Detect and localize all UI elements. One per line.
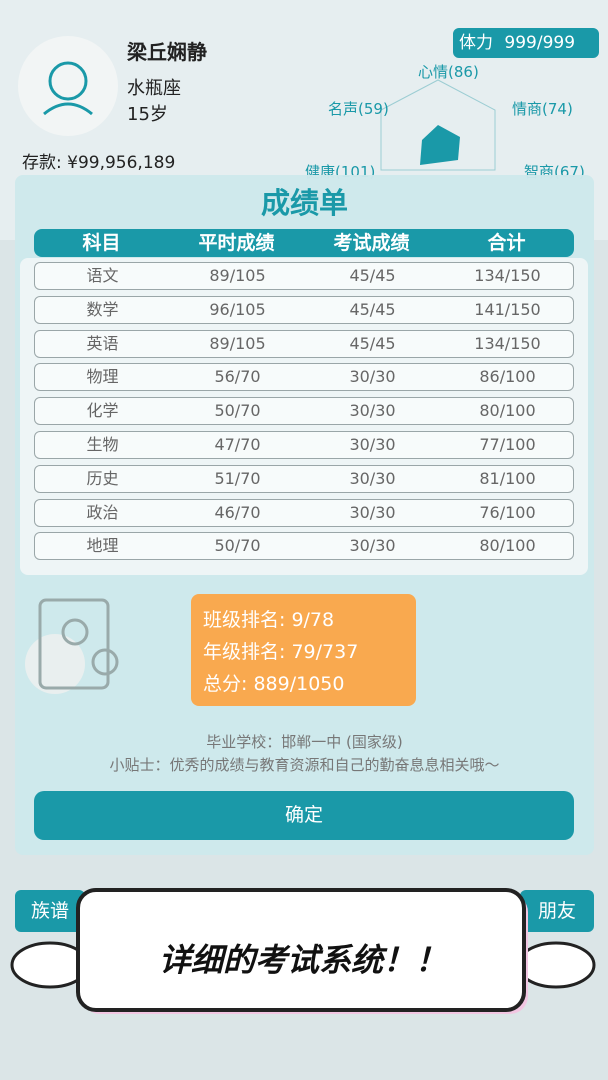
score-cell: 51/70	[214, 468, 261, 488]
header-cell: 平时成绩	[198, 232, 275, 254]
rank-line: 年级排名: 79/737	[203, 641, 359, 663]
score-cell: 50/70	[214, 401, 261, 421]
score-cell: 45/45	[349, 266, 396, 285]
name: 梁丘娴静	[127, 40, 207, 64]
score-cell: 76/100	[479, 502, 536, 522]
score-cell: 50/70	[214, 536, 261, 556]
confirm-button[interactable]: 确定	[34, 791, 574, 840]
score-cell: 89/105	[209, 333, 266, 353]
zodiac: 水瓶座	[127, 78, 181, 99]
score-cell: 134/150	[474, 266, 541, 285]
radar-label: 情商(74)	[512, 100, 573, 118]
banner-deco	[10, 888, 596, 1014]
stamina-label: 体力	[459, 33, 493, 53]
score-cell: 数学	[86, 299, 119, 319]
score-cell: 96/105	[209, 299, 266, 319]
savings: 存款: ¥99,956,189	[22, 153, 176, 173]
score-cell: 81/100	[479, 468, 536, 488]
banner-text: 详细的考试系统！！	[158, 941, 447, 979]
score-cell: 物理	[86, 367, 119, 387]
tip: 小贴士：优秀的成绩与教育资源和自己的勤奋息息相关哦～	[109, 756, 500, 774]
score-cell: 141/150	[474, 299, 541, 319]
header-cell: 科目	[82, 232, 121, 254]
report-title: 成绩单	[260, 186, 348, 220]
score-cell: 45/45	[349, 333, 396, 353]
score-cell: 30/30	[349, 502, 396, 522]
score-cell: 56/70	[214, 367, 261, 387]
school: 毕业学校：邯郸一中 (国家级)	[206, 733, 403, 751]
score-row: 化学 50/70 30/30 80/100	[34, 397, 574, 426]
score-cell: 77/100	[479, 435, 536, 454]
score-row: 政治 46/70 30/30 76/100	[34, 498, 574, 527]
score-cell: 英语	[86, 333, 119, 353]
score-cell: 47/70	[214, 435, 261, 454]
score-cell: 134/150	[474, 333, 541, 353]
score-cell: 46/70	[214, 502, 261, 522]
rank-line: 班级排名: 9/78	[203, 609, 335, 631]
radar	[380, 79, 496, 171]
score-row: 物理 56/70 30/30 86/100	[34, 363, 574, 392]
score-row: 历史 51/70 30/30 81/100	[34, 464, 574, 493]
score-table: 语文 89/105 45/45 134/150 数学 96/105 45/45 141/150…	[20, 258, 588, 575]
score-cell: 89/105	[209, 266, 266, 285]
score-cell: 30/30	[349, 468, 396, 488]
score-cell: 86/100	[479, 367, 536, 387]
score-cell: 30/30	[349, 367, 396, 387]
header-cell: 考试成绩	[333, 232, 410, 254]
score-row: 英语 89/105 45/45 134/150	[34, 329, 574, 358]
score-cell: 45/45	[349, 299, 396, 319]
radar-label: 名声(59)	[328, 100, 389, 118]
score-cell: 30/30	[349, 401, 396, 421]
score-cell: 80/100	[479, 401, 536, 421]
score-row: 地理 50/70 30/30 80/100	[34, 532, 574, 561]
score-cell: 80/100	[479, 536, 536, 556]
rank-line: 总分: 889/1050	[203, 673, 345, 695]
age: 15岁	[127, 104, 168, 125]
radar-label: 心情(86)	[418, 63, 479, 81]
friends-button[interactable]: 朋友	[520, 890, 594, 932]
score-cell: 30/30	[349, 435, 396, 454]
stamina-value: 999/999	[504, 33, 576, 53]
score-row: 语文 89/105 45/45 134/150	[34, 262, 574, 290]
score-cell: 30/30	[349, 536, 396, 556]
report-icon	[25, 598, 119, 694]
score-cell: 生物	[86, 435, 119, 454]
table-header: 科目 平时成绩 考试成绩 合计	[34, 229, 574, 257]
score-cell: 历史	[86, 468, 119, 488]
family-button[interactable]: 族谱	[15, 890, 85, 932]
stamina: 体力 999/999	[453, 28, 599, 58]
avatar-icon	[43, 61, 93, 116]
score-cell: 语文	[86, 266, 119, 285]
score-cell: 政治	[86, 502, 119, 522]
score-row: 生物 47/70 30/30 77/100	[34, 431, 574, 459]
avatar	[18, 36, 118, 136]
score-cell: 地理	[86, 536, 119, 556]
rank-box: 班级排名: 9/78 年级排名: 79/737 总分: 889/1050	[191, 594, 416, 706]
score-row: 数学 96/105 45/45 141/150	[34, 295, 574, 324]
score-cell: 化学	[86, 401, 119, 421]
header-cell: 合计	[487, 232, 526, 254]
